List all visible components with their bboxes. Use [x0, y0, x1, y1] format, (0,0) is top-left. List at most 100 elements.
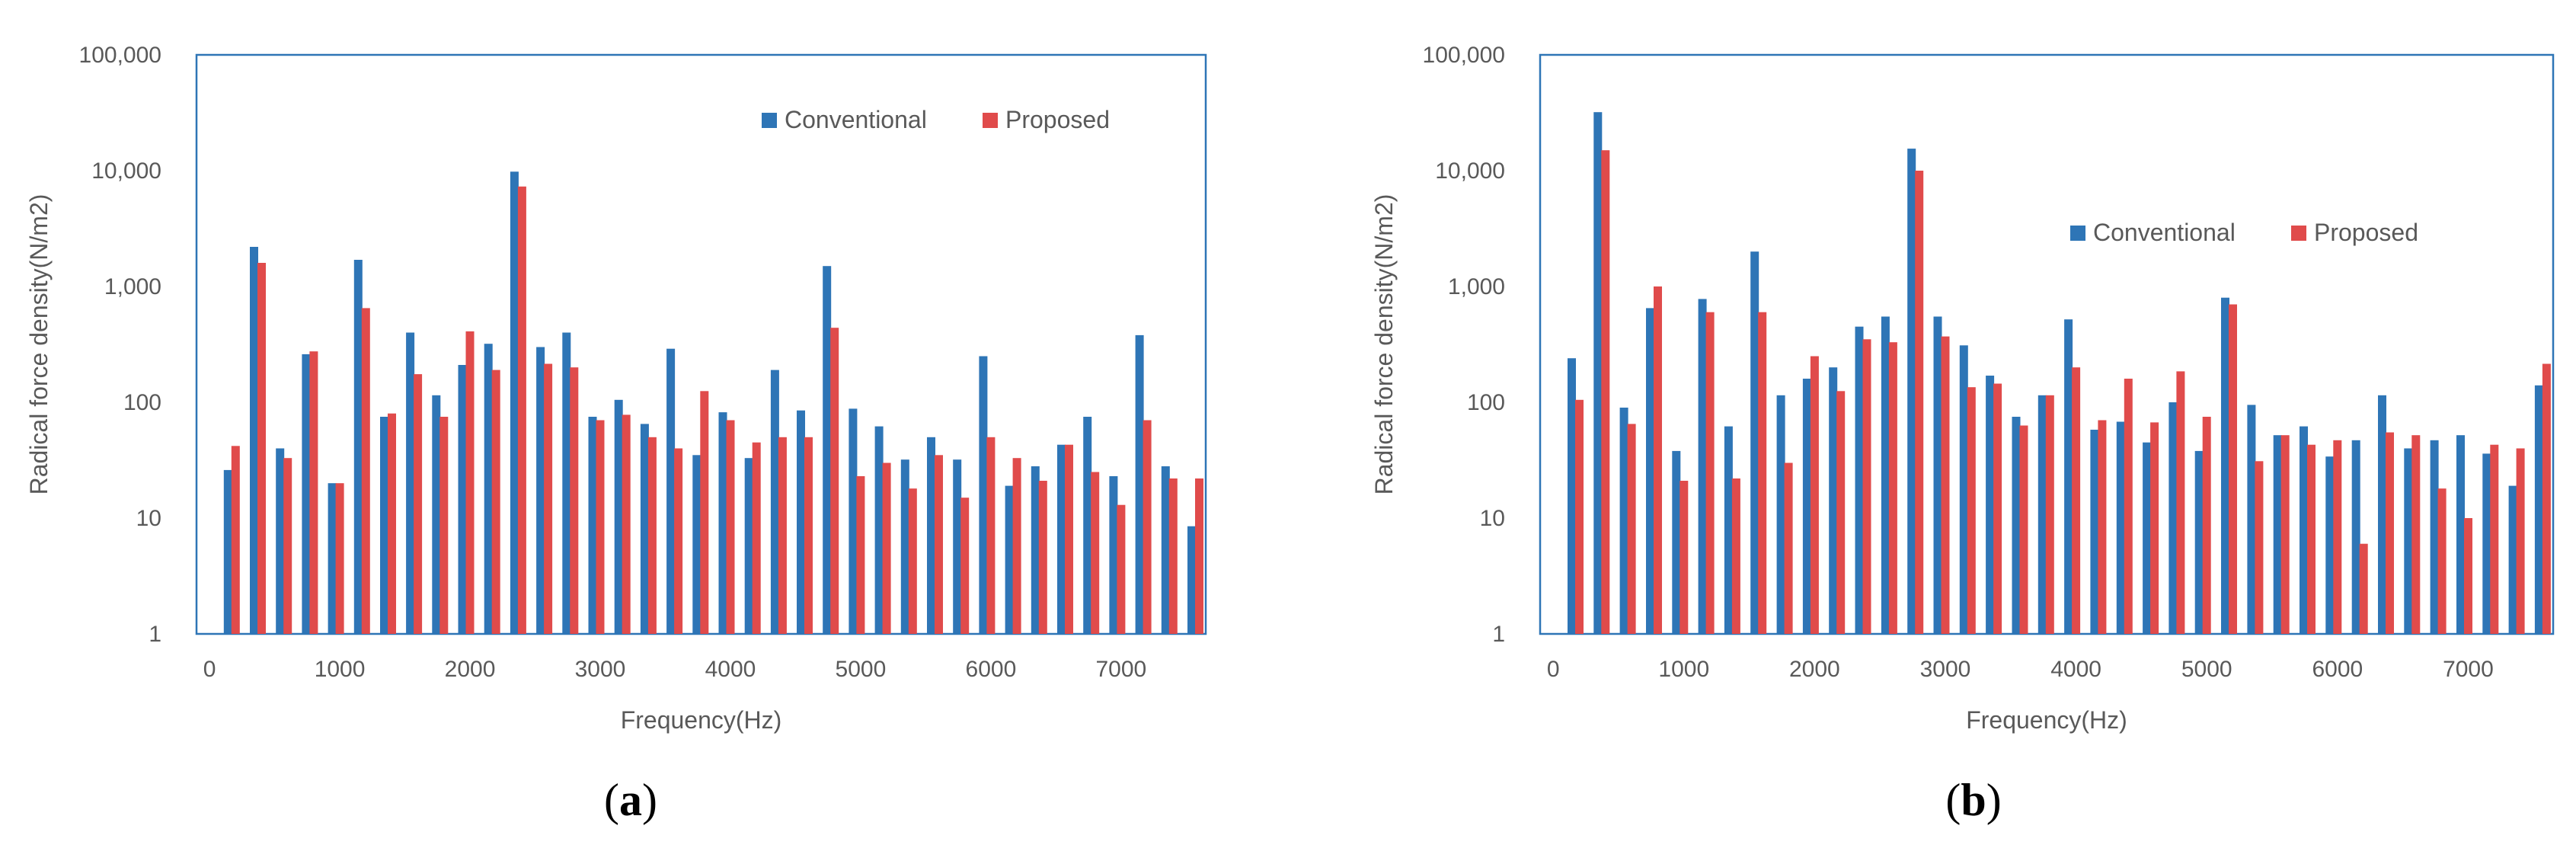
bar-conventional-2200 — [484, 344, 493, 634]
bar-proposed-1800 — [439, 417, 449, 634]
bar-proposed-5000 — [856, 476, 865, 634]
bar-conventional-5600 — [927, 437, 935, 634]
bar-proposed-3400 — [1993, 383, 2002, 634]
bar-proposed-3200 — [1967, 387, 1976, 634]
bar-proposed-200 — [231, 446, 240, 634]
y-tick-label: 1 — [149, 622, 161, 647]
bar-conventional-7000 — [2456, 435, 2465, 634]
bar-conventional-6000 — [2325, 456, 2335, 634]
bar-proposed-1800 — [1784, 462, 1793, 634]
y-tick-label: 10 — [1480, 506, 1505, 531]
bar-conventional-1600 — [1750, 251, 1759, 634]
x-tick-label: 2000 — [1789, 657, 1840, 682]
bar-proposed-6600 — [1065, 444, 1073, 634]
legend-swatch-conventional — [762, 113, 777, 128]
bar-proposed-3800 — [700, 391, 709, 634]
bar-proposed-4800 — [830, 328, 839, 634]
bar-proposed-2600 — [544, 363, 553, 634]
bar-proposed-5800 — [960, 498, 970, 634]
bar-proposed-1600 — [414, 374, 423, 634]
bar-proposed-4600 — [2150, 422, 2159, 634]
bar-proposed-1400 — [1731, 478, 1740, 634]
bar-conventional-5000 — [2194, 450, 2204, 634]
bar-proposed-4000 — [726, 420, 735, 634]
bar-proposed-1000 — [335, 483, 344, 634]
y-axis-title: Radical force density(N/m2) — [25, 194, 53, 495]
bar-conventional-3800 — [2037, 395, 2047, 634]
bar-conventional-800 — [302, 354, 311, 634]
bar-proposed-5400 — [908, 488, 917, 634]
y-tick-label: 100 — [1467, 390, 1505, 415]
y-tick-label: 100 — [123, 390, 161, 415]
bar-proposed-3000 — [1941, 336, 1950, 634]
caption-letter: b — [1961, 775, 1986, 825]
bar-proposed-6400 — [1038, 481, 1047, 634]
legend-swatch-conventional — [2070, 226, 2085, 241]
bar-conventional-6200 — [2351, 440, 2360, 634]
y-tick-label: 1 — [1492, 622, 1505, 647]
bar-conventional-6800 — [2430, 440, 2439, 634]
bar-proposed-7400 — [2516, 448, 2525, 634]
bar-conventional-7000 — [1109, 476, 1118, 634]
bar-proposed-7200 — [2490, 444, 2499, 634]
bar-proposed-4000 — [2072, 367, 2081, 634]
y-tick-label: 1,000 — [1448, 274, 1505, 299]
bar-conventional-4400 — [2116, 421, 2125, 634]
bar-conventional-1400 — [1724, 426, 1733, 634]
bar-conventional-5400 — [2247, 405, 2256, 634]
bar-conventional-2600 — [1881, 316, 1890, 634]
bar-conventional-2400 — [510, 171, 519, 635]
bar-proposed-4400 — [778, 437, 787, 634]
bar-proposed-5200 — [882, 462, 891, 634]
bar-conventional-4800 — [2169, 402, 2178, 634]
bar-conventional-3000 — [588, 417, 597, 634]
bar-proposed-2000 — [465, 331, 475, 634]
bar-proposed-600 — [283, 458, 292, 634]
bar-proposed-600 — [1627, 424, 1636, 634]
bar-proposed-6200 — [1012, 458, 1021, 634]
bar-proposed-2000 — [1810, 356, 1819, 634]
bar-conventional-3400 — [640, 424, 649, 634]
bar-conventional-4400 — [770, 370, 779, 634]
bar-proposed-4200 — [2098, 420, 2107, 634]
x-tick-label: 7000 — [1095, 657, 1146, 682]
bar-proposed-6600 — [2411, 435, 2421, 634]
bar-conventional-1400 — [380, 417, 388, 634]
bar-conventional-2200 — [1829, 367, 1838, 634]
bar-conventional-7200 — [1135, 334, 1144, 634]
bar-proposed-2400 — [517, 186, 526, 635]
bar-proposed-3000 — [596, 420, 605, 634]
bar-conventional-1800 — [1776, 395, 1785, 634]
bar-conventional-2000 — [1802, 379, 1811, 634]
bar-conventional-800 — [1646, 308, 1654, 634]
bar-proposed-5200 — [2229, 304, 2237, 634]
bar-proposed-6200 — [2359, 543, 2368, 634]
y-tick-label: 10 — [136, 506, 161, 531]
bar-conventional-3400 — [1986, 376, 1995, 634]
bar-conventional-3600 — [666, 348, 676, 634]
bar-proposed-3600 — [674, 448, 683, 634]
bar-proposed-7200 — [1143, 420, 1152, 634]
bar-conventional-7600 — [2534, 385, 2543, 634]
bar-proposed-7000 — [1117, 504, 1126, 634]
bar-proposed-4800 — [2176, 371, 2185, 634]
bar-conventional-6400 — [1031, 466, 1040, 634]
bar-conventional-6400 — [2378, 395, 2386, 634]
x-tick-label: 1000 — [315, 657, 366, 682]
y-tick-label: 10,000 — [91, 158, 161, 184]
bar-conventional-200 — [1568, 358, 1576, 634]
bar-proposed-6000 — [2333, 440, 2342, 634]
x-tick-label: 4000 — [2050, 657, 2101, 682]
bar-conventional-1200 — [353, 260, 363, 634]
y-tick-label: 1,000 — [104, 274, 161, 299]
bar-proposed-1200 — [361, 308, 370, 634]
bar-conventional-2800 — [562, 332, 571, 634]
x-tick-label: 6000 — [966, 657, 1017, 682]
bar-proposed-3200 — [622, 414, 631, 634]
bar-conventional-3800 — [692, 455, 702, 634]
caption-letter: a — [619, 775, 642, 825]
bar-conventional-6800 — [1083, 417, 1092, 634]
bar-conventional-400 — [250, 247, 258, 634]
x-tick-label: 3000 — [1920, 657, 1971, 682]
y-tick-label: 100,000 — [79, 43, 161, 68]
